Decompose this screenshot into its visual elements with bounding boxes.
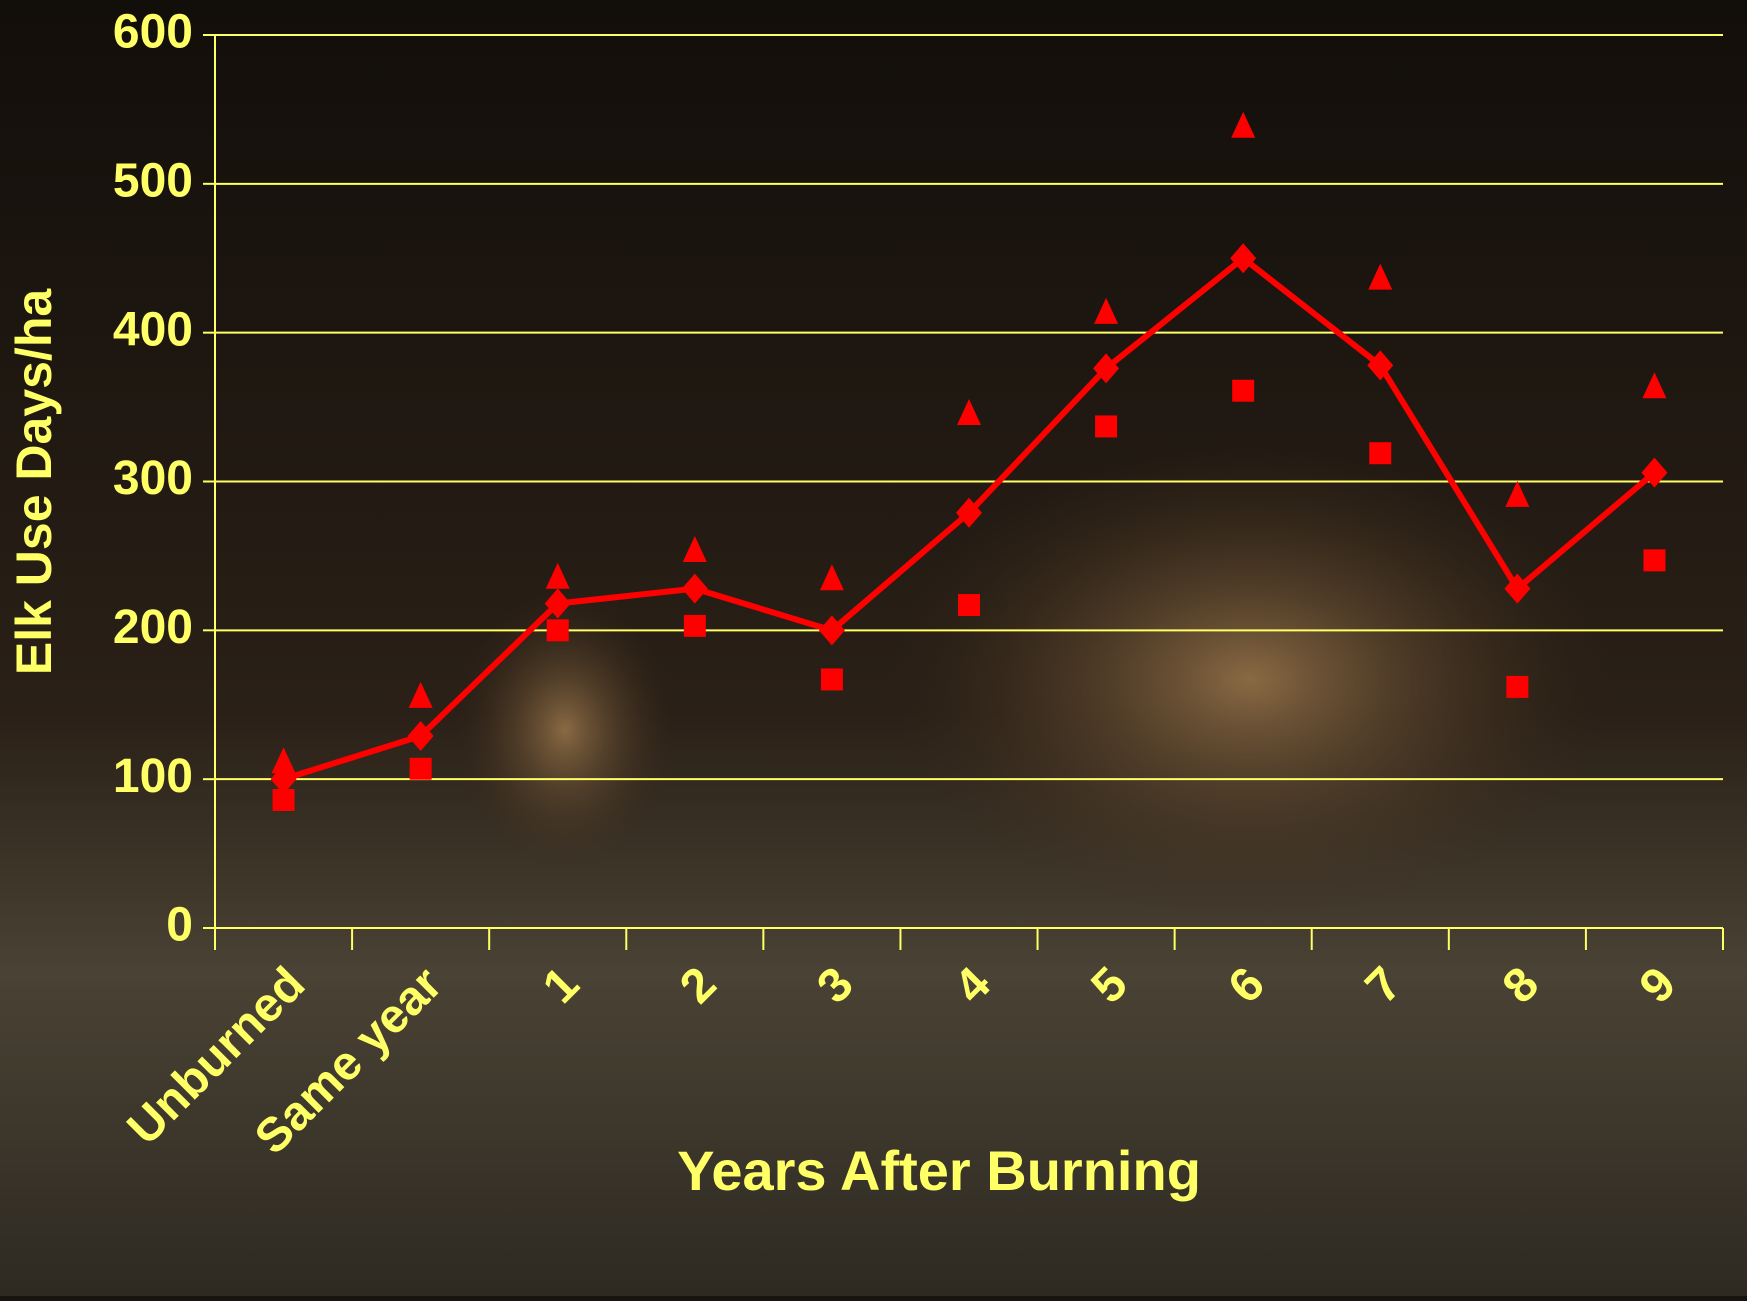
triangle-marker: [1368, 263, 1393, 290]
triangle-marker: [408, 681, 433, 708]
square-marker: [1643, 549, 1666, 572]
triangle-marker: [1094, 297, 1119, 324]
diamond-marker: [1504, 573, 1531, 604]
diamond-marker: [1367, 350, 1394, 381]
x-axis-title: Years After Burning: [677, 1139, 1201, 1202]
square-marker: [820, 668, 843, 691]
y-tick-label: 500: [113, 155, 193, 208]
triangle-marker: [1642, 372, 1667, 399]
diamond-marker: [407, 721, 434, 752]
triangle-marker: [545, 562, 570, 589]
square-marker: [1369, 442, 1392, 465]
square-marker: [683, 614, 706, 637]
background-elk: [890, 440, 1610, 920]
triangle-marker: [682, 535, 707, 562]
y-tick-label: 600: [113, 6, 193, 59]
triangle-marker: [819, 564, 844, 591]
diamond-marker: [544, 588, 571, 619]
diamond-marker: [1641, 457, 1668, 488]
square-marker: [272, 789, 295, 812]
triangle-marker: [1505, 480, 1530, 507]
triangle-marker: [271, 747, 296, 774]
square-marker: [409, 757, 432, 780]
square-marker: [958, 594, 980, 617]
y-axis-title: Elk Use Days/ha: [6, 288, 62, 676]
diamond-marker: [1230, 243, 1257, 274]
triangle-marker: [957, 399, 981, 426]
diamond-marker: [956, 497, 982, 528]
y-tick-label: 300: [113, 452, 193, 505]
diamond-marker: [818, 615, 845, 646]
diamond-marker: [681, 573, 708, 604]
square-marker: [1232, 379, 1255, 402]
y-tick-label: 200: [113, 601, 193, 654]
diamond-marker: [1093, 353, 1120, 384]
square-marker: [1095, 415, 1118, 438]
square-marker: [1506, 675, 1529, 698]
triangle-marker: [1231, 111, 1256, 138]
y-tick-label: 0: [166, 899, 193, 952]
background-elk: [455, 590, 675, 870]
y-tick-label: 100: [113, 750, 193, 803]
y-tick-label: 400: [113, 303, 193, 356]
square-marker: [546, 619, 569, 642]
